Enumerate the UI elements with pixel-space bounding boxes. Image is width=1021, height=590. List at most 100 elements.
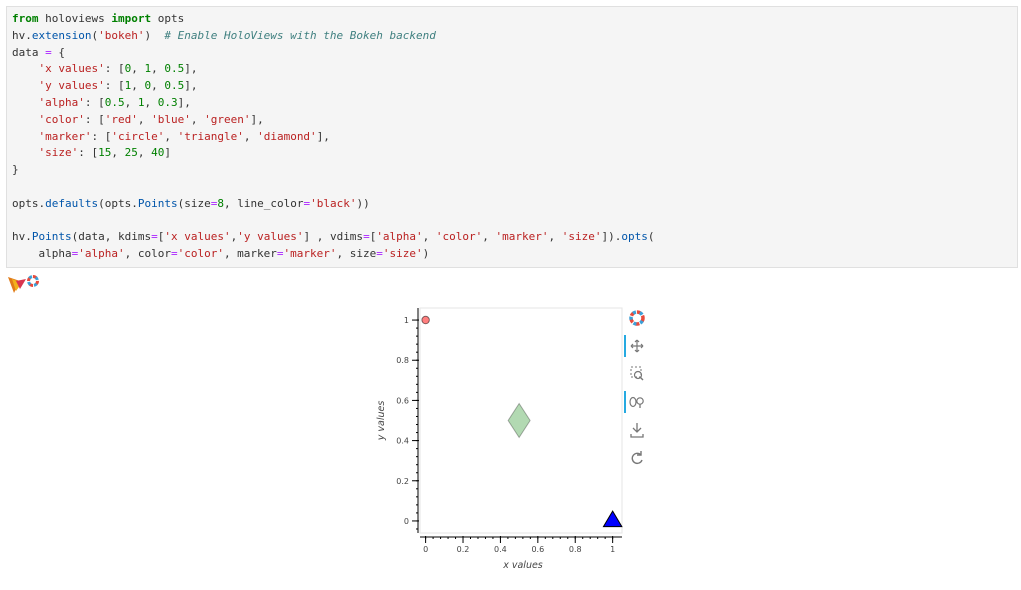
code-token: 'x values' bbox=[38, 62, 105, 76]
code-token: = bbox=[303, 196, 311, 210]
code-token: , bbox=[151, 79, 165, 93]
reset-icon[interactable] bbox=[623, 447, 649, 469]
code-token: ], bbox=[184, 62, 198, 76]
code-token: , bbox=[190, 112, 205, 126]
code-token: , bbox=[151, 62, 165, 76]
code-token: , marker bbox=[223, 247, 277, 261]
holoviews-logo bbox=[6, 273, 46, 293]
code-token: = bbox=[71, 247, 79, 261]
code-token: import bbox=[111, 12, 152, 25]
code-token: ] bbox=[164, 146, 171, 160]
code-token: (data, kdims bbox=[71, 230, 152, 244]
code-token: , bbox=[482, 230, 496, 244]
bokeh-logo-icon[interactable] bbox=[623, 307, 649, 329]
code-token: 0.5 bbox=[164, 62, 185, 76]
code-token: , line_color bbox=[223, 196, 304, 210]
y-tick-label: 0.8 bbox=[396, 356, 409, 365]
x-tick-label: 0.2 bbox=[457, 545, 470, 554]
code-token: (size bbox=[177, 196, 211, 210]
code-token: = bbox=[376, 247, 383, 261]
code-token: 'size' bbox=[38, 146, 79, 160]
x-tick-label: 0.6 bbox=[531, 545, 544, 554]
code-token: 1 bbox=[137, 96, 145, 109]
x-tick-label: 0.8 bbox=[569, 545, 582, 554]
code-cell[interactable]: from holoviews import opts hv.extension('… bbox=[6, 6, 1018, 268]
code-token: ], bbox=[184, 79, 198, 93]
code-line: hv.extension('bokeh') # Enable HoloViews… bbox=[12, 28, 436, 44]
code-token: 1 bbox=[124, 79, 132, 93]
code-token: 'y values' bbox=[237, 230, 304, 244]
code-token bbox=[12, 79, 39, 92]
holoviews-logo-icon bbox=[8, 275, 39, 293]
y-axis-title: y values bbox=[376, 401, 387, 442]
x-tick-label: 0.4 bbox=[494, 545, 507, 554]
code-token: 'green' bbox=[204, 112, 251, 126]
point-triangle bbox=[602, 510, 623, 528]
code-token: = bbox=[45, 45, 52, 59]
code-token: ( bbox=[647, 230, 655, 244]
wheel-zoom-icon[interactable] bbox=[623, 391, 649, 417]
code-token: 'blue' bbox=[151, 112, 191, 126]
code-token: Points bbox=[31, 230, 72, 244]
code-token: holoviews bbox=[38, 12, 112, 25]
code-token: 'circle' bbox=[111, 129, 165, 143]
code-token: 'diamond' bbox=[257, 129, 317, 143]
code-line: } bbox=[12, 162, 19, 178]
code-token: 15 bbox=[98, 146, 112, 160]
code-token: 'alpha' bbox=[376, 230, 423, 244]
code-token: , bbox=[131, 62, 145, 76]
code-line: alpha='alpha', color='color', marker='ma… bbox=[12, 246, 429, 262]
code-token bbox=[12, 96, 39, 109]
code-token: 'color' bbox=[435, 230, 483, 244]
code-token: , bbox=[164, 129, 178, 143]
code-token: : [ bbox=[84, 112, 105, 126]
save-icon[interactable] bbox=[623, 419, 649, 441]
code-token: 0.5 bbox=[164, 79, 185, 93]
scatter-chart[interactable]: 0 0.2 0.4 0.6 0.8 1 y values 0 0.2 0.4 0.6 0.8 1 x va… bbox=[360, 300, 660, 586]
code-token: , bbox=[144, 96, 158, 109]
code-token: 'x values' bbox=[164, 230, 231, 244]
code-line: 'alpha': [0.5, 1, 0.3], bbox=[12, 95, 191, 111]
code-token: 25 bbox=[124, 146, 138, 160]
code-token: = bbox=[210, 196, 218, 210]
code-token: 'alpha' bbox=[78, 247, 125, 261]
code-token: = bbox=[276, 247, 284, 261]
code-token: hv. bbox=[12, 230, 32, 244]
code-token: opts bbox=[621, 230, 648, 244]
code-line: 'marker': ['circle', 'triangle', 'diamon… bbox=[12, 129, 330, 145]
code-token: alpha bbox=[12, 247, 72, 261]
code-token: ) bbox=[144, 28, 165, 42]
code-token: [ bbox=[157, 230, 165, 244]
code-token: , bbox=[548, 230, 562, 244]
bokeh-plot[interactable]: 0 0.2 0.4 0.6 0.8 1 y values 0 0.2 0.4 0.6 0.8 1 x va… bbox=[360, 300, 660, 586]
code-token: 0 bbox=[144, 79, 152, 93]
code-token: , color bbox=[124, 247, 171, 261]
code-token: data bbox=[12, 45, 46, 59]
point-diamond bbox=[507, 402, 531, 439]
code-token: (opts. bbox=[98, 196, 138, 210]
y-tick-label: 0 bbox=[404, 517, 409, 526]
code-token: } bbox=[12, 163, 19, 177]
code-token: extension bbox=[31, 28, 92, 42]
code-token: 'black' bbox=[310, 196, 357, 210]
code-token: 'marker' bbox=[495, 230, 549, 244]
box-zoom-icon[interactable] bbox=[623, 363, 649, 385]
code-token: 0 bbox=[124, 62, 132, 76]
code-token: ( bbox=[91, 28, 99, 42]
code-token: = bbox=[363, 230, 370, 244]
code-line: 'y values': [1, 0, 0.5], bbox=[12, 78, 198, 94]
code-token: opts. bbox=[12, 196, 46, 210]
code-token: ], bbox=[177, 96, 191, 109]
code-token: , bbox=[422, 230, 436, 244]
code-line: hv.Points(data, kdims = ['x values', 'y val… bbox=[12, 229, 655, 245]
plot-frame bbox=[419, 307, 623, 534]
x-tick-label: 0 bbox=[423, 545, 428, 554]
bokeh-toolbar bbox=[623, 307, 653, 477]
code-token bbox=[12, 130, 39, 143]
code-line: 'color': ['red', 'blue', 'green'], bbox=[12, 112, 264, 128]
code-token: , bbox=[137, 112, 152, 126]
code-token: , bbox=[137, 146, 152, 160]
code-token: , size bbox=[336, 247, 377, 261]
code-token: { bbox=[51, 45, 65, 59]
pan-icon[interactable] bbox=[623, 335, 649, 361]
